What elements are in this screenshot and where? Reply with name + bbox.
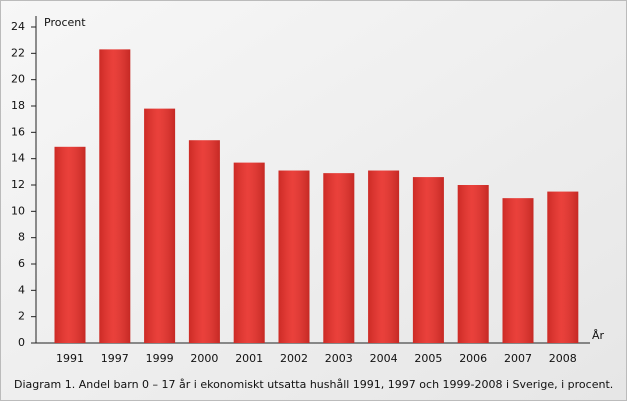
y-tick-label: 8: [18, 231, 25, 244]
bar: [188, 140, 220, 343]
x-tick-label: 2004: [370, 352, 398, 365]
y-tick-label: 6: [18, 257, 25, 270]
y-tick-label: 2: [18, 310, 25, 323]
bar: [99, 49, 131, 344]
bar: [323, 173, 355, 343]
x-tick-label: 2007: [504, 352, 532, 365]
x-tick-label: 2001: [235, 352, 263, 365]
bar: [547, 191, 579, 343]
x-tick-label: 2002: [280, 352, 308, 365]
caption: Diagram 1. Andel barn 0 – 17 år i ekonom…: [14, 378, 613, 391]
y-tick-label: 12: [11, 178, 25, 191]
y-tick-label: 10: [11, 204, 25, 217]
y-tick-label: 20: [11, 73, 25, 86]
x-tick-label: 2005: [414, 352, 442, 365]
y-tick-label: 16: [11, 125, 25, 138]
x-tick-label: 1999: [146, 352, 174, 365]
y-tick-label: 4: [18, 283, 25, 296]
bar: [54, 146, 86, 343]
y-tick-label: 22: [11, 46, 25, 59]
x-tick-label: 1997: [101, 352, 129, 365]
x-axis-label: År: [592, 329, 605, 342]
x-tick-label: 2008: [549, 352, 577, 365]
y-tick-label: 0: [18, 336, 25, 349]
y-tick-label: 18: [11, 99, 25, 112]
bar: [278, 170, 310, 343]
y-tick-label: 14: [11, 152, 25, 165]
y-tick-label: 24: [11, 20, 25, 33]
x-tick-label: 2003: [325, 352, 353, 365]
bar: [368, 170, 400, 343]
bar: [412, 177, 444, 343]
y-axis-label: Procent: [44, 16, 86, 29]
x-tick-label: 2000: [190, 352, 218, 365]
bar: [502, 198, 534, 343]
bar: [144, 108, 176, 343]
bar: [233, 162, 265, 343]
bar: [457, 185, 489, 343]
x-tick-label: 1991: [56, 352, 84, 365]
x-tick-label: 2006: [459, 352, 487, 365]
